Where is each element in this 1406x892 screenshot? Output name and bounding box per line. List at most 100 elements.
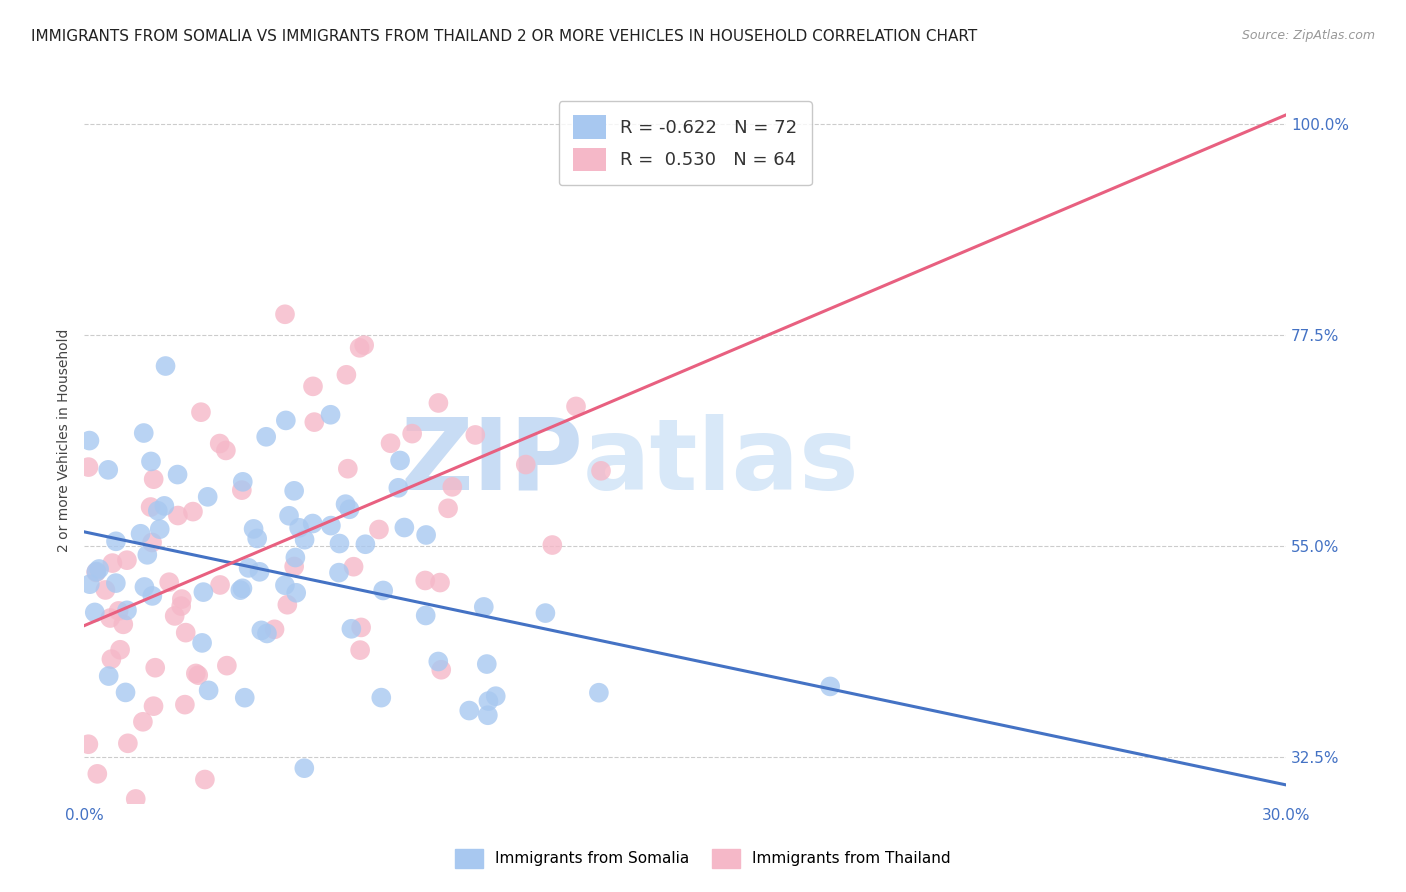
Point bbox=[104, 534, 127, 549]
Point bbox=[141, 589, 163, 603]
Point bbox=[98, 611, 121, 625]
Point bbox=[174, 625, 197, 640]
Point bbox=[301, 516, 323, 531]
Point bbox=[342, 559, 364, 574]
Point bbox=[485, 689, 508, 703]
Point bbox=[302, 379, 325, 393]
Point bbox=[125, 792, 148, 806]
Point bbox=[565, 400, 588, 414]
Point bbox=[339, 502, 361, 516]
Point bbox=[350, 620, 373, 634]
Point bbox=[115, 553, 138, 567]
Point bbox=[283, 559, 305, 574]
Point bbox=[477, 708, 499, 723]
Point bbox=[136, 548, 159, 562]
Point bbox=[184, 666, 207, 681]
Point bbox=[534, 606, 557, 620]
Text: IMMIGRANTS FROM SOMALIA VS IMMIGRANTS FROM THAILAND 2 OR MORE VEHICLES IN HOUSEH: IMMIGRANTS FROM SOMALIA VS IMMIGRANTS FR… bbox=[31, 29, 977, 44]
Point bbox=[112, 617, 135, 632]
Point bbox=[288, 521, 311, 535]
Point bbox=[170, 592, 193, 607]
Point bbox=[276, 598, 298, 612]
Point bbox=[155, 359, 177, 373]
Point bbox=[246, 532, 269, 546]
Text: ZIP: ZIP bbox=[401, 414, 583, 511]
Text: Source: ZipAtlas.com: Source: ZipAtlas.com bbox=[1241, 29, 1375, 42]
Point bbox=[167, 508, 190, 523]
Point bbox=[335, 368, 357, 382]
Point bbox=[589, 464, 612, 478]
Point bbox=[415, 528, 437, 542]
Point bbox=[278, 508, 301, 523]
Point bbox=[139, 500, 162, 514]
Point bbox=[115, 603, 138, 617]
Point bbox=[349, 341, 371, 355]
Point bbox=[238, 561, 260, 575]
Point bbox=[304, 415, 326, 429]
Point bbox=[242, 522, 264, 536]
Point bbox=[209, 578, 232, 592]
Point bbox=[134, 580, 156, 594]
Point bbox=[263, 623, 285, 637]
Point bbox=[194, 772, 217, 787]
Point bbox=[249, 565, 271, 579]
Point bbox=[274, 307, 297, 321]
Point bbox=[284, 550, 307, 565]
Point bbox=[588, 686, 610, 700]
Point bbox=[215, 658, 238, 673]
Point bbox=[349, 643, 371, 657]
Point bbox=[132, 425, 155, 440]
Point bbox=[141, 535, 163, 549]
Point bbox=[163, 609, 186, 624]
Point bbox=[86, 565, 108, 579]
Point bbox=[97, 463, 120, 477]
Point bbox=[274, 578, 297, 592]
Point bbox=[149, 522, 172, 536]
Point bbox=[89, 562, 111, 576]
Point bbox=[353, 338, 375, 352]
Point bbox=[319, 408, 342, 422]
Point bbox=[427, 396, 450, 410]
Point bbox=[475, 657, 498, 671]
Point bbox=[191, 636, 214, 650]
Point bbox=[401, 426, 423, 441]
Point bbox=[373, 583, 395, 598]
Point bbox=[79, 434, 101, 448]
Point bbox=[157, 575, 180, 590]
Point bbox=[215, 443, 238, 458]
Point bbox=[380, 436, 402, 450]
Point bbox=[77, 737, 100, 751]
Point bbox=[335, 497, 357, 511]
Point bbox=[429, 575, 451, 590]
Point bbox=[79, 577, 101, 591]
Point bbox=[181, 505, 204, 519]
Point bbox=[117, 736, 139, 750]
Point bbox=[170, 599, 193, 613]
Point bbox=[101, 556, 124, 570]
Point bbox=[190, 405, 212, 419]
Point bbox=[283, 483, 305, 498]
Point bbox=[83, 606, 105, 620]
Point bbox=[108, 642, 131, 657]
Point bbox=[256, 626, 278, 640]
Point bbox=[114, 685, 136, 699]
Legend: R = -0.622   N = 72, R =  0.530   N = 64: R = -0.622 N = 72, R = 0.530 N = 64 bbox=[558, 101, 811, 186]
Point bbox=[104, 576, 127, 591]
Point bbox=[229, 583, 252, 598]
Text: atlas: atlas bbox=[583, 414, 859, 511]
Point bbox=[292, 761, 315, 775]
Point bbox=[427, 655, 450, 669]
Point bbox=[193, 585, 215, 599]
Point bbox=[97, 669, 120, 683]
Point bbox=[413, 574, 436, 588]
Point bbox=[328, 536, 350, 550]
Point bbox=[233, 690, 256, 705]
Point bbox=[394, 520, 416, 534]
Point bbox=[319, 518, 342, 533]
Y-axis label: 2 or more Vehicles in Household: 2 or more Vehicles in Household bbox=[58, 329, 72, 552]
Point bbox=[153, 499, 176, 513]
Point bbox=[254, 430, 277, 444]
Point bbox=[86, 767, 108, 781]
Point bbox=[430, 663, 453, 677]
Point bbox=[250, 624, 273, 638]
